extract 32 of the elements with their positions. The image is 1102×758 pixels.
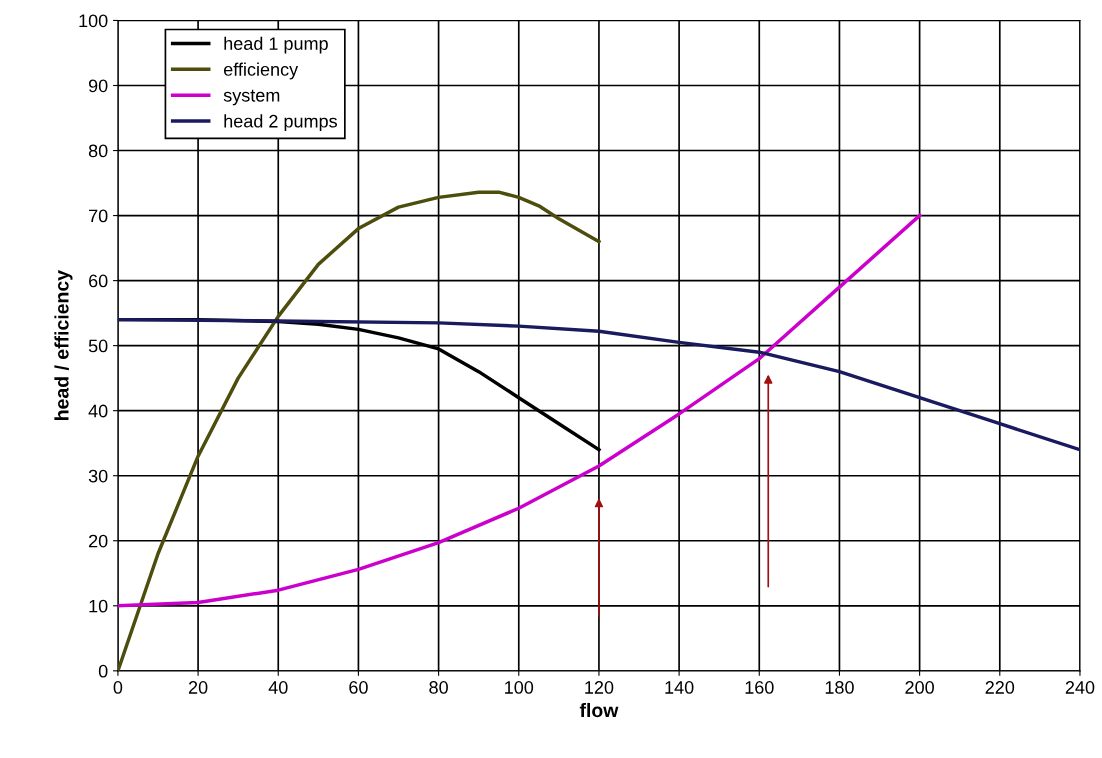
x-tick-label: 0: [113, 681, 123, 694]
x-tick-label: 240: [1065, 681, 1095, 694]
x-tick-label: 100: [505, 681, 534, 694]
x-tick-label: 120: [585, 681, 614, 694]
x-axis-title: flow: [579, 702, 619, 718]
x-tick-label: 40: [268, 681, 288, 694]
x-tick-label: 220: [985, 681, 1015, 694]
x-tick-label: 180: [825, 681, 854, 694]
line-series: [117, 190, 601, 671]
y-tick-label: 50: [88, 339, 108, 353]
y-tick-label: 90: [88, 79, 108, 93]
x-tick-label: 140: [665, 681, 694, 694]
y-tick-label: 100: [79, 14, 108, 28]
y-tick-label: 20: [89, 534, 108, 548]
x-tick-label: 80: [429, 681, 448, 694]
x-tick-label: 160: [745, 681, 774, 694]
line-series: [117, 213, 922, 608]
y-tick-label: 60: [89, 274, 108, 288]
y-tick-label: 0: [98, 664, 108, 678]
y-tick-label: 30: [88, 469, 108, 483]
legend-label: head 2 pumps: [224, 114, 337, 132]
legend-label: system: [223, 89, 280, 106]
legend-label: efficiency: [223, 62, 299, 80]
y-tick-label: 40: [88, 404, 108, 418]
x-tick-label: 200: [905, 681, 934, 694]
x-tick-label: 20: [188, 681, 208, 694]
y-tick-label: 80: [88, 144, 108, 158]
y-axis-title: head / efficiency: [54, 270, 73, 420]
y-tick-label: 70: [89, 209, 108, 223]
x-tick-label: 60: [349, 681, 368, 694]
legend-label: head 1 pump: [224, 36, 328, 54]
y-tick-label: 10: [89, 599, 108, 613]
